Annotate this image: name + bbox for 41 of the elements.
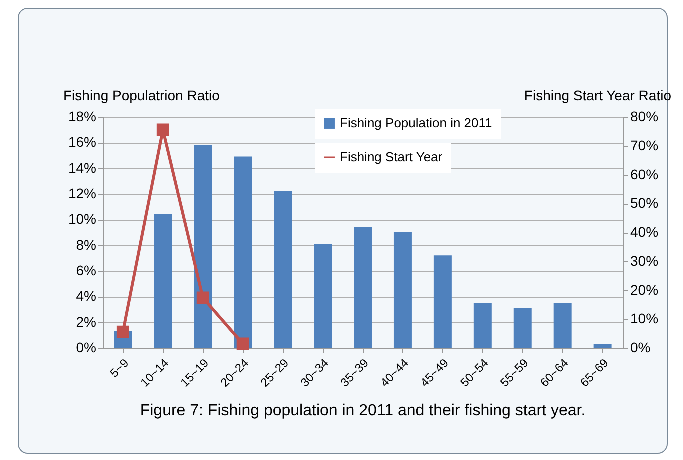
bar <box>394 232 412 348</box>
y-tick-label: 10% <box>68 211 96 228</box>
y2-tick-label: 70% <box>630 137 659 154</box>
y-tick-label: 4% <box>76 288 96 304</box>
y-tick-label: 8% <box>76 236 96 253</box>
bar <box>474 303 492 348</box>
y2-tick-label: 10% <box>630 310 659 327</box>
text: Figure 7: Fishing population in 2011 and their fishing start year. <box>140 402 586 420</box>
y-tick-label: 18% <box>68 108 96 124</box>
y-axis-title: Fishing Populatrion Ratio <box>64 88 220 104</box>
y2-tick-label: 20% <box>630 282 659 298</box>
y2-tick-label: 30% <box>630 252 659 269</box>
y2-tick-label: 60% <box>630 166 659 182</box>
bar <box>554 303 572 348</box>
bar <box>154 214 172 348</box>
bar <box>434 256 452 348</box>
bar <box>274 191 292 348</box>
y-tick-label: 6% <box>76 262 96 278</box>
point <box>116 326 130 338</box>
y-tick-label: 14% <box>68 160 96 176</box>
y2-tick-label: 50% <box>630 195 659 212</box>
y-tick-label: 0% <box>76 340 96 356</box>
y-tick-label: 12% <box>68 186 96 202</box>
y2-axis-title: Fishing Start Year Ratio <box>524 88 672 104</box>
y2-tick-label: 40% <box>630 224 659 240</box>
legend-label: Fishing Start Year <box>340 150 444 164</box>
legend-label: Fishing Population in 2011 <box>340 116 492 130</box>
point <box>196 292 210 304</box>
bar <box>234 156 252 348</box>
point <box>236 338 250 350</box>
bar <box>514 308 532 348</box>
x-tick-label: 5~9 <box>107 356 132 380</box>
point <box>156 124 170 136</box>
bar <box>354 227 372 348</box>
y-tick-label: 16% <box>68 134 96 150</box>
bar <box>594 344 612 348</box>
y2-tick-label: 0% <box>630 340 651 356</box>
y-tick-label: 2% <box>76 314 96 330</box>
bar <box>194 145 212 348</box>
y2-tick-label: 80% <box>630 108 659 124</box>
bar <box>314 244 332 348</box>
